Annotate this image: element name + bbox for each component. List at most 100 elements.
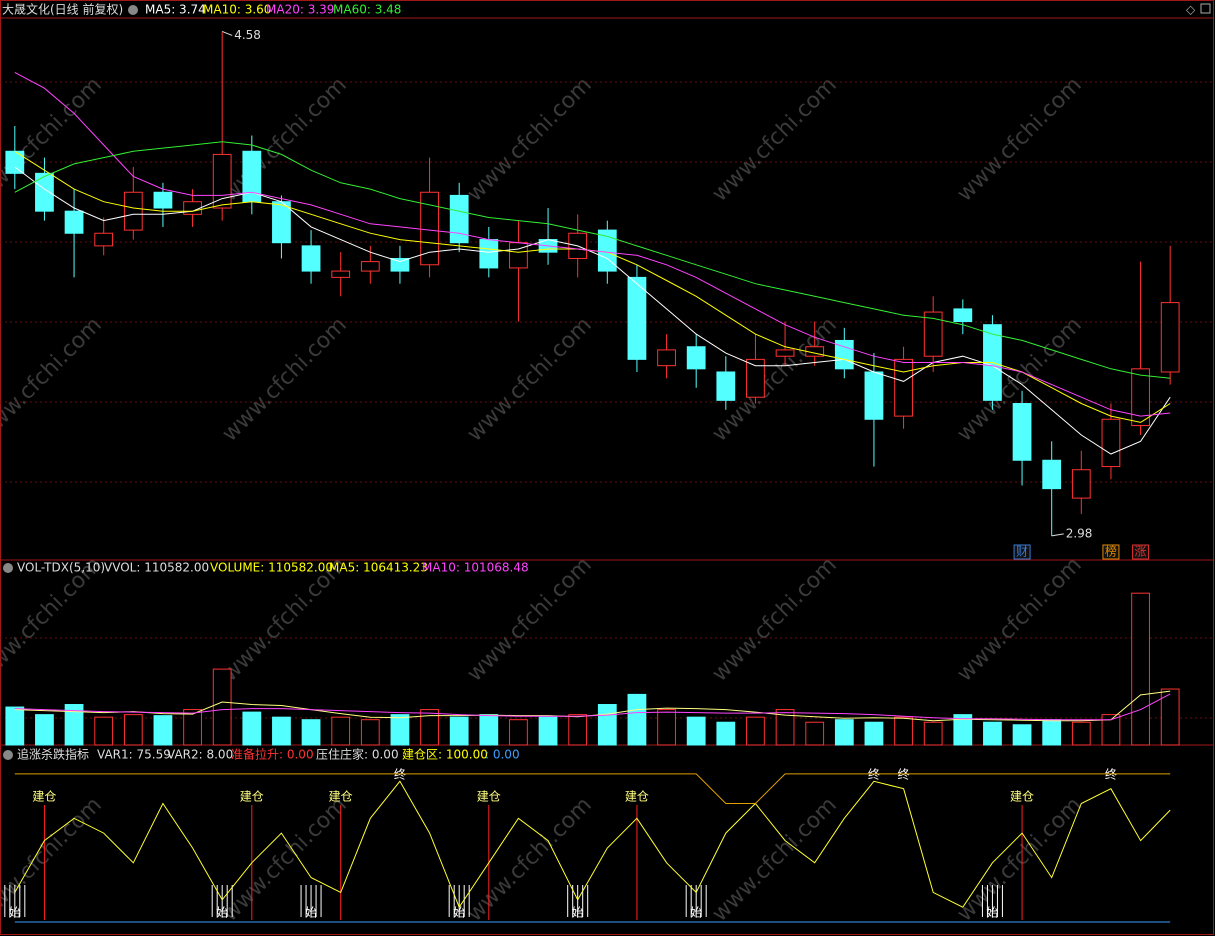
candle-body: [1012, 403, 1032, 461]
volume-bar: [775, 709, 795, 746]
candle-body: [212, 153, 232, 209]
candle-body: [1131, 368, 1150, 427]
volume-bar: [35, 714, 54, 746]
candle-body: [657, 349, 676, 367]
volume-bar: [1160, 688, 1180, 746]
start-label: 始: [690, 906, 702, 920]
volume-bar: [479, 714, 499, 746]
candle-body: [301, 245, 321, 272]
candle-body: [864, 371, 884, 420]
watermark: www.cfchi.com: [0, 312, 107, 446]
volume-bar: [301, 719, 321, 746]
candle-body: [627, 276, 647, 360]
high-label: 4.58: [234, 28, 261, 42]
candle-body: [894, 358, 913, 417]
watermark: www.cfchi.com: [707, 72, 841, 206]
legend-entry: VOLUME: 110582.00: [210, 561, 333, 575]
legend-entry: MA5: 106413.23: [329, 561, 428, 575]
volume-bar: [272, 716, 291, 746]
watermark: www.cfchi.com: [217, 72, 351, 206]
volume-bar: [834, 719, 854, 746]
watermark: www.cfchi.com: [952, 552, 1086, 686]
candle-body: [153, 191, 173, 209]
marker-label: 建仓: [1010, 790, 1034, 804]
icon[interactable]: ◇: [1186, 3, 1196, 17]
start-label: 始: [305, 906, 317, 920]
volume-bar: [805, 721, 825, 746]
candle-body: [94, 232, 114, 247]
watermark: www.cfchi.com: [707, 552, 841, 686]
badge: [1132, 544, 1150, 560]
badge-label: 财: [1016, 545, 1028, 559]
volume-bar: [94, 716, 114, 746]
volume-bar: [5, 706, 25, 746]
line: [14, 71, 1171, 417]
volume-bar: [627, 693, 647, 746]
line: [14, 166, 1171, 455]
low-pointer: [1051, 533, 1064, 537]
volume-bar: [212, 668, 232, 746]
line: [14, 141, 1171, 379]
menu-icon[interactable]: [3, 750, 13, 760]
watermark: www.cfchi.com: [462, 72, 596, 206]
marker-label: 建仓: [625, 790, 649, 804]
legend-entry: 压住庄家: 0.00: [316, 747, 399, 762]
watermark: www.cfchi.com: [217, 312, 351, 446]
start-label: 始: [216, 906, 228, 920]
panel-title: 追涨杀跌指标: [17, 747, 89, 762]
candle-body: [390, 257, 410, 272]
menu-icon[interactable]: [128, 5, 138, 15]
volume-bar: [360, 719, 380, 746]
panel-title: VOL-TDX(5,10): [17, 561, 105, 575]
volume-bar: [64, 704, 84, 746]
legend-entry: MA20: 3.39: [266, 3, 334, 17]
candle-body: [775, 349, 795, 357]
volume-bar: [183, 709, 202, 746]
watermark: www.cfchi.com: [952, 792, 1086, 926]
candle-body: [1160, 302, 1180, 373]
volume-bar: [390, 714, 410, 746]
candle-body: [272, 201, 291, 244]
watermark: www.cfchi.com: [217, 792, 351, 926]
volume-bar: [242, 711, 262, 746]
volume-bar: [983, 721, 1002, 746]
candle-body: [923, 311, 943, 357]
icon[interactable]: [1200, 3, 1211, 14]
legend-entry: VAR1: 75.59: [97, 748, 171, 762]
candle-body: [953, 308, 973, 323]
volume-bar: [864, 721, 884, 746]
volume-bar: [716, 721, 736, 746]
badge: [1013, 544, 1031, 560]
watermark: www.cfchi.com: [462, 312, 596, 446]
candle-body: [5, 150, 25, 174]
line: [14, 693, 1171, 721]
volume-bar: [923, 721, 943, 746]
candle-body: [1071, 469, 1091, 499]
legend-entry: MA10: 3.60: [203, 3, 271, 17]
chart-title: 大晟文化(日线 前复权): [2, 2, 123, 17]
legend-entry: 建仓区: 100.00: [402, 748, 488, 762]
volume-bar: [420, 709, 439, 746]
candle-body: [1042, 459, 1062, 490]
candle-body: [331, 270, 351, 278]
menu-icon[interactable]: [3, 563, 13, 573]
badge-label: 榜: [1105, 544, 1117, 559]
volume-bar: [1131, 592, 1150, 746]
candle-body: [746, 358, 765, 398]
candle-body: [360, 261, 380, 272]
volume-bar: [1012, 724, 1032, 746]
volume-bar: [538, 716, 558, 746]
candle-body: [420, 191, 439, 266]
candle-body: [716, 371, 736, 401]
candle-body: [1101, 418, 1121, 468]
legend-entry: VVOL: 110582.00: [104, 561, 209, 575]
legend-entry: MA60: 3.48: [333, 3, 401, 17]
volume-bar: [894, 716, 913, 746]
start-label: 始: [9, 906, 21, 920]
volume-bar: [153, 715, 173, 746]
badge: [1102, 544, 1120, 560]
candle-body: [183, 201, 202, 215]
legend-entry: 准备拉升: 0.00: [231, 747, 314, 762]
